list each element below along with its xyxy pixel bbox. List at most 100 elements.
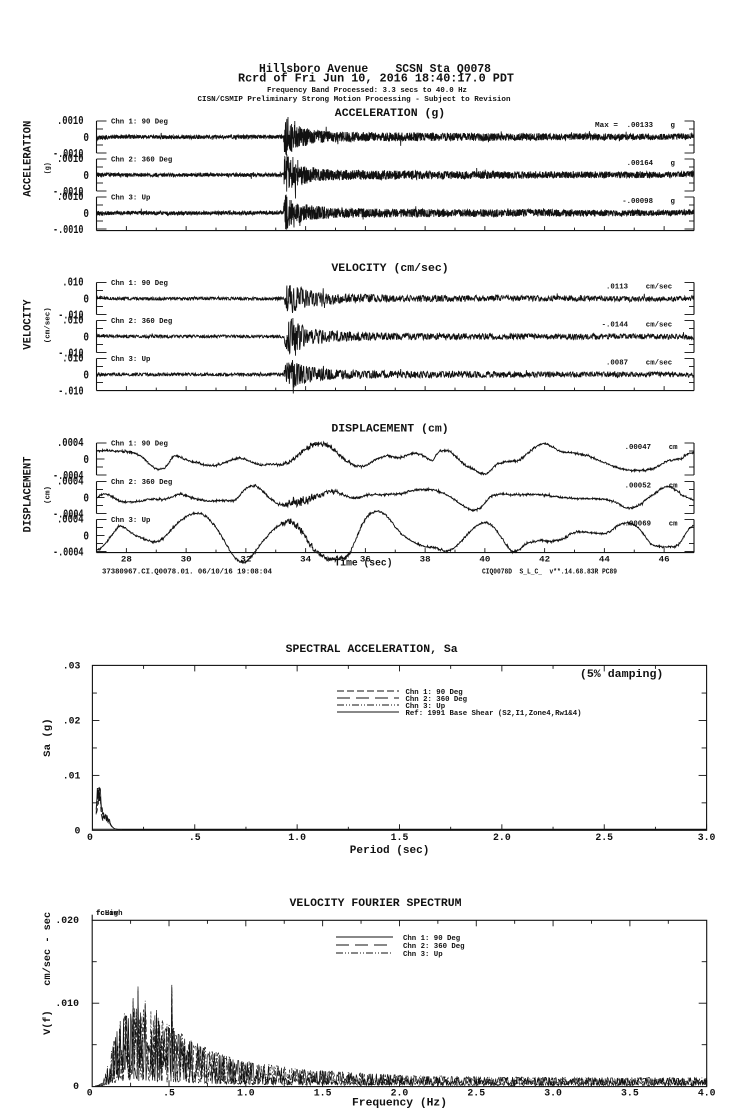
svg-text:0: 0: [83, 530, 89, 544]
svg-text:Hillsboro Avenue SCSN Sta Q: Hillsboro Avenue SCSN Sta Q0078: [259, 63, 491, 76]
svg-text:.0010: .0010: [57, 190, 84, 204]
svg-text:Chn 3: Up: Chn 3: Up: [111, 517, 151, 525]
svg-text:g: g: [671, 198, 676, 206]
svg-text:.0010: .0010: [57, 114, 84, 128]
svg-text:0: 0: [83, 369, 89, 383]
svg-text:1.0: 1.0: [288, 832, 306, 844]
svg-text:0: 0: [87, 1088, 93, 1100]
svg-text:Chn 2: 360 Deg: Chn 2: 360 Deg: [403, 943, 465, 951]
svg-text:36: 36: [360, 555, 371, 565]
svg-text:28: 28: [121, 555, 132, 565]
svg-text:VELOCITY FOURIER SPECTRUM: VELOCITY FOURIER SPECTRUM: [290, 898, 462, 910]
svg-text:Frequency (Hz): Frequency (Hz): [352, 1098, 447, 1110]
svg-text:.00133: .00133: [627, 122, 654, 130]
svg-text:3.5: 3.5: [621, 1088, 639, 1100]
svg-text:Chn 3: Up: Chn 3: Up: [111, 356, 151, 364]
svg-text:-.010: -.010: [58, 308, 83, 322]
svg-text:-.010: -.010: [58, 346, 83, 360]
svg-text:0: 0: [83, 131, 89, 145]
svg-text:Chn 1: 90 Deg: Chn 1: 90 Deg: [403, 935, 461, 943]
svg-text:DISPLACEMENT: DISPLACEMENT: [23, 456, 35, 532]
svg-text:-.0010: -.0010: [53, 223, 84, 237]
svg-text:Sa (g): Sa (g): [42, 718, 54, 757]
svg-text:.03: .03: [63, 662, 81, 673]
svg-text:CIQ0078D S_L_C_ v**.14.68.83: CIQ0078D S_L_C_ v**.14.68.83R PC89: [482, 569, 617, 577]
svg-text:Chn 1: 90 Deg: Chn 1: 90 Deg: [111, 280, 168, 288]
svg-text:.010: .010: [62, 276, 83, 290]
svg-text:g: g: [671, 160, 676, 168]
svg-text:1.5: 1.5: [314, 1088, 332, 1100]
svg-text:Chn 3: Up: Chn 3: Up: [111, 195, 151, 203]
svg-text:-.00098: -.00098: [622, 198, 653, 206]
svg-text:0: 0: [75, 826, 81, 837]
svg-text:.02: .02: [63, 717, 81, 728]
svg-text:38: 38: [420, 555, 431, 565]
svg-text:.0010: .0010: [57, 152, 84, 166]
svg-text:-.0144: -.0144: [602, 322, 629, 330]
svg-text:.00164: .00164: [627, 160, 654, 168]
svg-text:cm: cm: [669, 444, 678, 452]
svg-text:CISN/CSMIP Preliminary Strong: CISN/CSMIP Preliminary Strong Motion Pro…: [198, 96, 511, 104]
svg-text:2.0: 2.0: [391, 1088, 409, 1100]
svg-text:Frequency Band Processed: 3.3: Frequency Band Processed: 3.3 secs to 40…: [267, 87, 467, 95]
svg-text:42: 42: [539, 555, 550, 565]
svg-text:.0004: .0004: [57, 513, 84, 527]
svg-text:2.0: 2.0: [493, 832, 511, 844]
svg-text:.00047: .00047: [625, 444, 652, 452]
svg-text:cm: cm: [669, 521, 678, 529]
svg-text:0: 0: [83, 331, 89, 345]
svg-text:32: 32: [240, 555, 251, 565]
svg-text:fcHigh: fcHigh: [96, 910, 123, 918]
svg-text:ACCELERATION: ACCELERATION: [23, 121, 35, 197]
svg-text:(cm/sec): (cm/sec): [45, 307, 53, 343]
svg-text:.010: .010: [55, 999, 79, 1010]
svg-text:.0087: .0087: [606, 360, 628, 368]
svg-text:-.010: -.010: [58, 384, 83, 398]
svg-text:V(f) cm/sec - sec: V(f) cm/sec - sec: [42, 912, 54, 1035]
svg-text:0: 0: [83, 453, 89, 467]
svg-text:44: 44: [599, 555, 610, 565]
svg-text:Period (sec): Period (sec): [350, 845, 430, 857]
svg-text:30: 30: [181, 555, 192, 565]
svg-text:.01: .01: [63, 771, 81, 782]
svg-text:-.0004: -.0004: [53, 469, 84, 483]
svg-text:.010: .010: [62, 314, 83, 328]
svg-text:-.0010: -.0010: [53, 147, 84, 161]
svg-text:g: g: [671, 122, 676, 130]
svg-text:VELOCITY: VELOCITY: [23, 299, 35, 350]
svg-text:(cm): (cm): [45, 486, 53, 504]
svg-text:Chn 3: Up: Chn 3: Up: [403, 951, 443, 959]
svg-text:fcLow: fcLow: [96, 910, 119, 918]
svg-text:0: 0: [83, 207, 89, 221]
svg-text:Chn 2: 360 Deg: Chn 2: 360 Deg: [111, 479, 173, 487]
svg-text:.00052: .00052: [625, 483, 652, 491]
svg-text:.020: .020: [55, 916, 79, 927]
svg-text:0: 0: [73, 1082, 79, 1093]
svg-text:-.0010: -.0010: [53, 185, 84, 199]
svg-text:1.5: 1.5: [391, 832, 409, 844]
svg-text:(g): (g): [45, 162, 53, 174]
svg-text:VELOCITY (cm/sec): VELOCITY (cm/sec): [331, 263, 448, 275]
svg-text:cm/sec: cm/sec: [646, 360, 673, 368]
svg-text:SPECTRAL ACCELERATION, Sa: SPECTRAL ACCELERATION, Sa: [286, 644, 458, 656]
svg-text:Time (sec): Time (sec): [335, 557, 393, 569]
svg-text:.00069: .00069: [625, 521, 652, 529]
svg-text:Max =: Max =: [595, 122, 618, 130]
svg-text:cm/sec: cm/sec: [646, 322, 673, 330]
svg-text:40: 40: [479, 555, 490, 565]
svg-text:-.0004: -.0004: [53, 545, 84, 559]
svg-text:2.5: 2.5: [467, 1088, 485, 1100]
svg-text:ACCELERATION (g): ACCELERATION (g): [335, 108, 445, 120]
svg-text:.0004: .0004: [57, 475, 84, 489]
svg-text:Chn 2: 360 Deg: Chn 2: 360 Deg: [406, 696, 468, 704]
svg-text:.5: .5: [189, 832, 201, 844]
svg-text:Chn 3: Up: Chn 3: Up: [406, 703, 446, 711]
svg-text:1.0: 1.0: [237, 1088, 255, 1100]
svg-text:.5: .5: [163, 1088, 175, 1100]
svg-text:cm: cm: [669, 483, 678, 491]
svg-text:Rcrd of Fri Jun 10, 2016 18:40: Rcrd of Fri Jun 10, 2016 18:40:17.0 PDT: [238, 73, 514, 86]
svg-text:34: 34: [300, 555, 311, 565]
svg-text:2.5: 2.5: [595, 832, 613, 844]
svg-text:0: 0: [83, 492, 89, 506]
svg-text:Chn 2: 360 Deg: Chn 2: 360 Deg: [111, 318, 173, 326]
